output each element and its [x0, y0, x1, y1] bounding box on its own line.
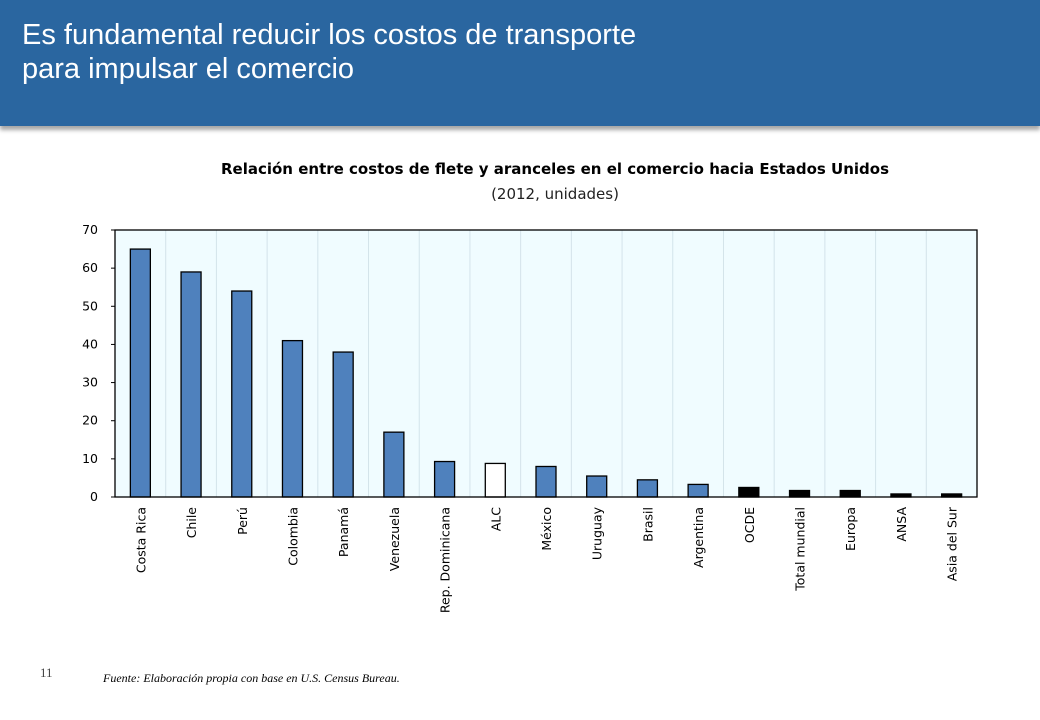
x-tick-label: Rep. Dominicana [438, 507, 453, 613]
slide-header: Es fundamental reducir los costos de tra… [0, 0, 1040, 126]
x-tick-label: Venezuela [387, 507, 402, 571]
bar [332, 351, 354, 498]
x-tick-label: OCDE [742, 507, 757, 543]
x-tick-label: México [539, 507, 554, 551]
y-tick-label: 30 [82, 375, 98, 390]
x-tick-label: Perú [235, 507, 250, 535]
bar [383, 431, 405, 498]
y-tick-label: 10 [82, 451, 98, 466]
bar [535, 465, 557, 498]
bar [129, 248, 152, 498]
slide-title-line-2: para impulsar el comercio [22, 53, 355, 85]
bar [636, 479, 659, 498]
x-axis-labels: Costa Rica Chile Perú Colombia Panamá Venezue… [133, 506, 959, 613]
slide-title-line-1: Es fundamental reducir los costos de tra… [22, 19, 637, 51]
bar [231, 290, 253, 498]
x-tick-label: ANSA [894, 507, 909, 542]
y-tick-label: 40 [82, 336, 98, 351]
x-tick-label: Brasil [640, 507, 655, 542]
y-tick-label: 70 [82, 222, 98, 237]
grid-lines [165, 230, 927, 497]
x-tick-label: Europa [843, 507, 858, 551]
slide-title: Es fundamental reducir los costos de tra… [22, 18, 922, 86]
x-tick-label: ALC [488, 507, 503, 532]
bar [281, 339, 304, 498]
y-tick-label: 50 [82, 298, 98, 313]
bar [738, 486, 760, 498]
bar [180, 271, 202, 498]
chart-subtitle: (2012, unidades) [491, 185, 619, 203]
source-note: Fuente: Elaboración propia con base en U… [103, 671, 400, 685]
bar [433, 460, 456, 498]
x-tick-label: Costa Rica [133, 507, 148, 573]
bar [687, 483, 709, 498]
plot-border [114, 229, 978, 498]
chart-title: Relación entre costos de flete y arancel… [220, 160, 889, 178]
plot-area [115, 230, 977, 497]
x-tick-label: Argentina [691, 507, 706, 568]
bar [788, 489, 811, 498]
bar [484, 462, 506, 498]
x-tick-label: Panamá [336, 507, 351, 557]
x-tick-label: Asia del Sur [945, 506, 960, 581]
bars [129, 248, 963, 498]
y-tick-label: 0 [90, 489, 98, 504]
x-tick-label: Colombia [285, 507, 300, 566]
bar [586, 475, 608, 498]
y-tick-label: 60 [82, 260, 98, 275]
y-axis-ticks: 0 10 20 30 40 50 60 70 [82, 222, 115, 504]
y-tick-label: 20 [82, 413, 98, 428]
page-number: 11 [40, 665, 53, 680]
x-tick-label: Chile [184, 507, 199, 539]
bar [839, 489, 861, 498]
x-tick-label: Uruguay [590, 506, 605, 560]
x-tick-label: Total mundial [793, 507, 808, 592]
